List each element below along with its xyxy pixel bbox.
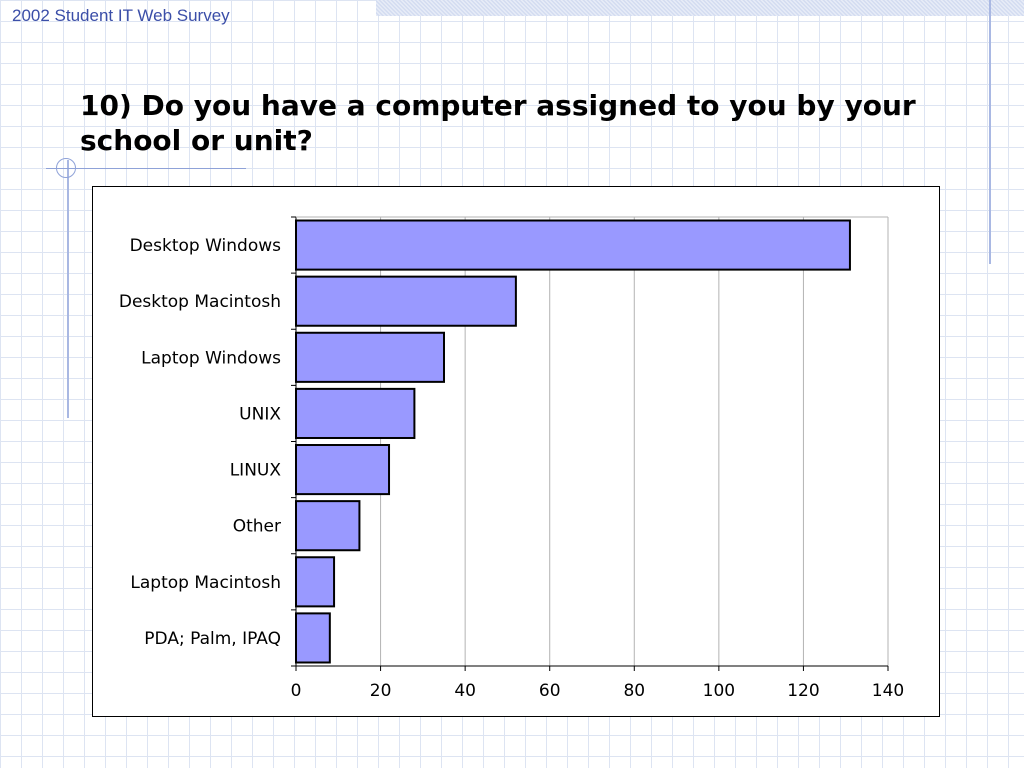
bar bbox=[295, 556, 336, 608]
bars bbox=[295, 219, 851, 664]
x-tick-label: 100 bbox=[703, 681, 735, 701]
x-tick-label: 80 bbox=[623, 681, 645, 701]
category-label: Laptop Macintosh bbox=[130, 573, 281, 593]
category-label: UNIX bbox=[239, 404, 281, 424]
slide-title: 10) Do you have a computer assigned to y… bbox=[80, 89, 916, 157]
axes bbox=[291, 216, 889, 671]
chart-frame: Desktop Windows Desktop Macintosh Laptop W… bbox=[92, 186, 940, 717]
category-label: Desktop Windows bbox=[130, 236, 282, 256]
x-tick-label: 0 bbox=[291, 681, 302, 701]
bar bbox=[295, 219, 851, 271]
x-tick-label: 20 bbox=[370, 681, 392, 701]
bar-chart: Desktop Windows Desktop Macintosh Laptop W… bbox=[119, 216, 905, 701]
decorative-vertical-line-left bbox=[67, 160, 69, 418]
survey-header-title: 2002 Student IT Web Survey bbox=[12, 6, 230, 25]
category-label: PDA; Palm, IPAQ bbox=[144, 629, 281, 649]
bar bbox=[295, 331, 445, 383]
x-tick-label: 40 bbox=[454, 681, 476, 701]
x-tick-label: 60 bbox=[539, 681, 561, 701]
category-label: Other bbox=[233, 517, 281, 537]
bar bbox=[295, 387, 416, 439]
x-tick-label: 120 bbox=[787, 681, 819, 701]
x-tick-label: 140 bbox=[872, 681, 904, 701]
bar bbox=[295, 275, 517, 327]
bar bbox=[295, 444, 391, 496]
header-decoration-band bbox=[376, 0, 1024, 16]
category-label: Laptop Windows bbox=[141, 348, 281, 368]
category-label: Desktop Macintosh bbox=[119, 292, 281, 312]
category-labels: Desktop Windows Desktop Macintosh Laptop W… bbox=[119, 236, 281, 649]
bar bbox=[295, 612, 331, 664]
tick-labels: 0 20 40 60 80 100 120 140 bbox=[291, 681, 905, 701]
category-label: LINUX bbox=[230, 461, 282, 481]
decorative-horizontal-line bbox=[46, 168, 246, 169]
decorative-circle bbox=[56, 158, 76, 178]
bar bbox=[295, 500, 361, 552]
decorative-vertical-line-right bbox=[989, 0, 991, 264]
